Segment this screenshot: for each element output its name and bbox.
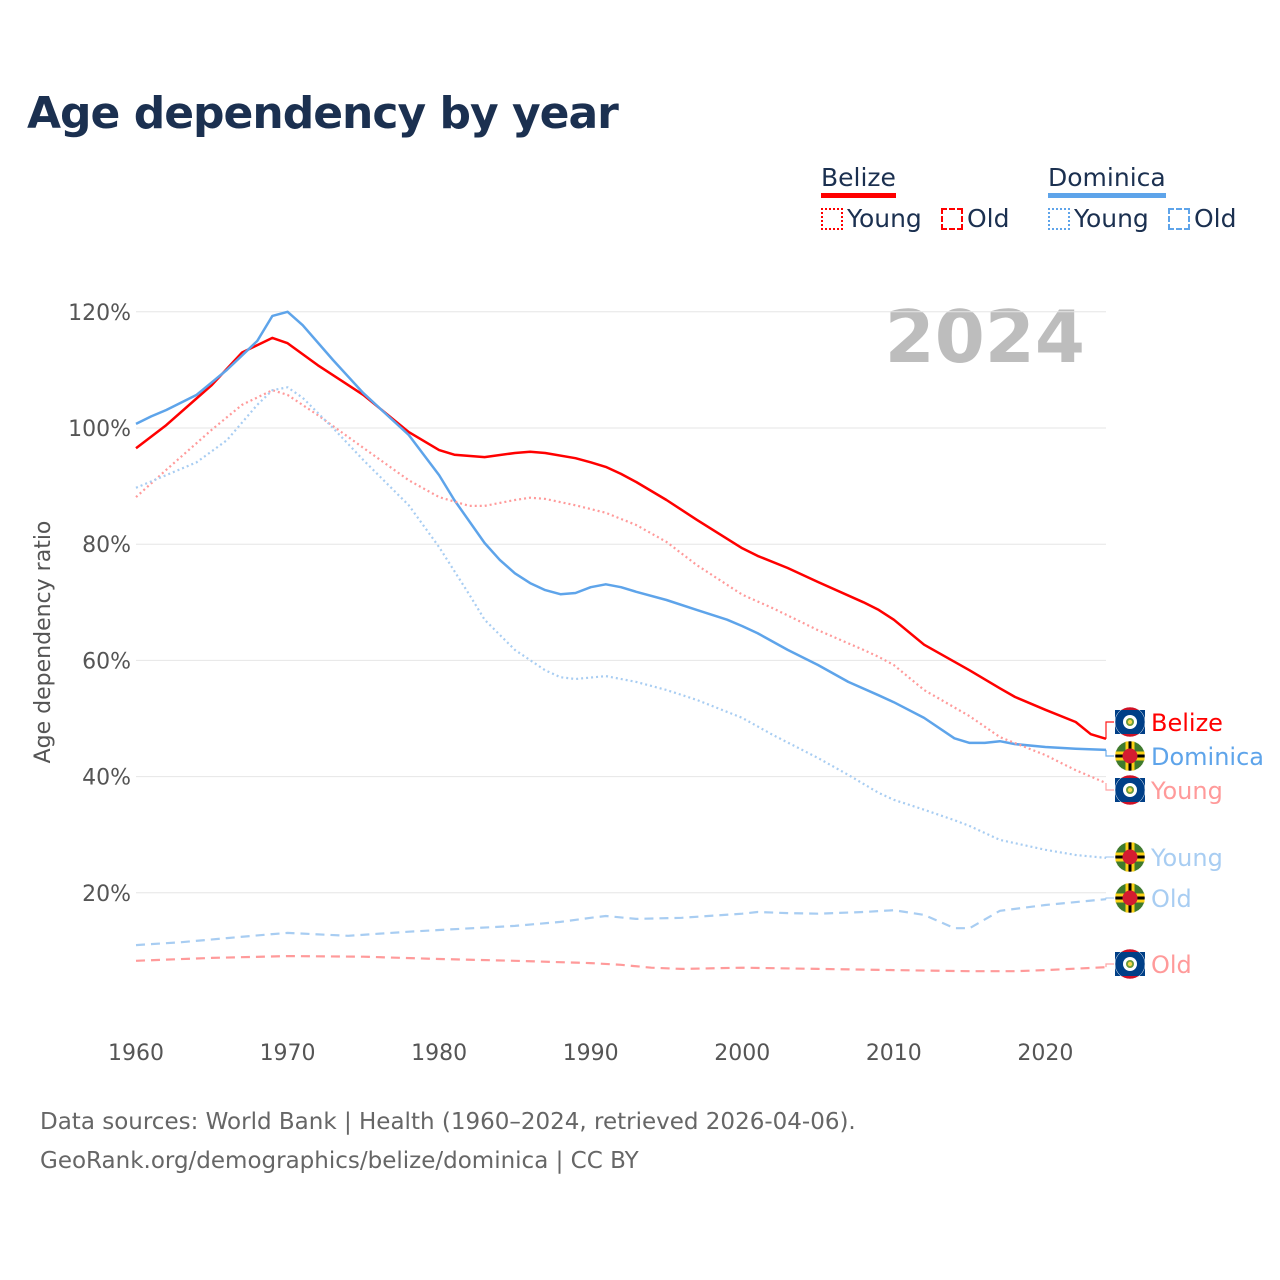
legend-dominica-old[interactable]: Old <box>1168 204 1237 233</box>
x-tick-label: 2010 <box>866 1041 922 1066</box>
flag-disc <box>1122 748 1138 764</box>
flag-outline <box>1114 948 1146 980</box>
x-tick-label: 1970 <box>260 1041 316 1066</box>
x-tick-label: 1960 <box>108 1041 164 1066</box>
label-connector <box>1105 856 1114 858</box>
dominica-flag-icon <box>1114 882 1146 914</box>
x-tick-label: 1980 <box>411 1041 467 1066</box>
flag-disc <box>1122 849 1138 865</box>
y-tick-label: 80% <box>82 533 131 558</box>
series-line-dominica-old <box>135 898 1107 947</box>
series-line-belize <box>135 336 1107 740</box>
dotted-swatch-icon <box>1048 207 1070 230</box>
flag-outline <box>1114 740 1146 772</box>
dominica-flag-icon <box>1114 740 1146 772</box>
x-tick-label: 1990 <box>563 1041 619 1066</box>
dotted-swatch-icon <box>821 207 843 230</box>
y-tick-label: 60% <box>82 649 131 674</box>
flag-emblem-center <box>1127 787 1133 793</box>
x-tick-label: 2000 <box>714 1041 770 1066</box>
series-end-label: Old <box>1151 951 1192 979</box>
series-end-label: Belize <box>1151 709 1223 737</box>
belize-flag-icon <box>1114 948 1146 980</box>
flag-emblem-center <box>1127 961 1133 967</box>
flag-outline <box>1114 882 1146 914</box>
belize-flag-icon <box>1114 706 1146 738</box>
legend-dominica[interactable]: Dominica <box>1048 163 1166 198</box>
series-end-label: Old <box>1151 885 1192 913</box>
y-tick-label: 20% <box>82 882 131 907</box>
legend-label: Old <box>967 204 1010 233</box>
flag-outline <box>1114 774 1146 806</box>
label-connector <box>1105 749 1114 757</box>
flag-outline <box>1114 706 1146 738</box>
flag-emblem-center <box>1127 719 1133 725</box>
flag-disc <box>1122 890 1138 906</box>
legend-belize-swatch <box>821 193 896 198</box>
label-connector <box>1105 782 1114 791</box>
dashed-swatch-icon <box>1168 207 1190 230</box>
legend-label: Old <box>1194 204 1237 233</box>
flag-outline <box>1114 841 1146 873</box>
legend-dominica-label: Dominica <box>1048 163 1166 192</box>
series-end-label: Dominica <box>1151 743 1264 771</box>
label-connector <box>1105 897 1114 900</box>
belize-flag-icon <box>1114 774 1146 806</box>
legend-belize-label: Belize <box>821 163 896 192</box>
legend-label: Young <box>1074 204 1149 233</box>
label-connector <box>1105 721 1114 739</box>
series-line-dominica <box>135 310 1107 752</box>
y-tick-label: 40% <box>82 766 131 791</box>
series-line-dominica-young <box>135 386 1107 859</box>
legend-label: Young <box>847 204 922 233</box>
series-end-label: Young <box>1150 844 1223 872</box>
dominica-flag-icon <box>1114 841 1146 873</box>
x-tick-label: 2020 <box>1017 1041 1073 1066</box>
series-line-belize-young <box>135 389 1107 785</box>
series-line-belize-old <box>135 955 1107 973</box>
y-tick-label: 100% <box>68 417 131 442</box>
footer-sources: Data sources: World Bank | Health (1960–… <box>40 1109 856 1135</box>
legend-dominica-young[interactable]: Young <box>1048 204 1149 233</box>
chart-title: Age dependency by year <box>27 88 619 139</box>
y-tick-label: 120% <box>68 301 131 326</box>
footer-link[interactable]: GeoRank.org/demographics/belize/dominica… <box>40 1148 639 1174</box>
year-watermark: 2024 <box>885 295 1085 379</box>
legend-belize-young[interactable]: Young <box>821 204 922 233</box>
dashed-swatch-icon <box>941 207 963 230</box>
legend-belize-old[interactable]: Old <box>941 204 1010 233</box>
legend-belize[interactable]: Belize <box>821 163 896 198</box>
label-connector <box>1105 963 1114 968</box>
legend-dominica-swatch <box>1048 193 1166 198</box>
series-end-label: Young <box>1150 777 1223 805</box>
y-axis-label: Age dependency ratio <box>31 521 56 764</box>
